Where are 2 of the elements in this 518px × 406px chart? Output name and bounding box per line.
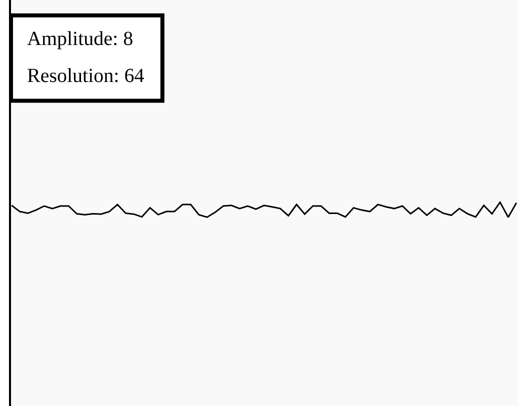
text: Resolution: 64	[27, 65, 144, 87]
text: Amplitude: 8	[27, 28, 134, 50]
